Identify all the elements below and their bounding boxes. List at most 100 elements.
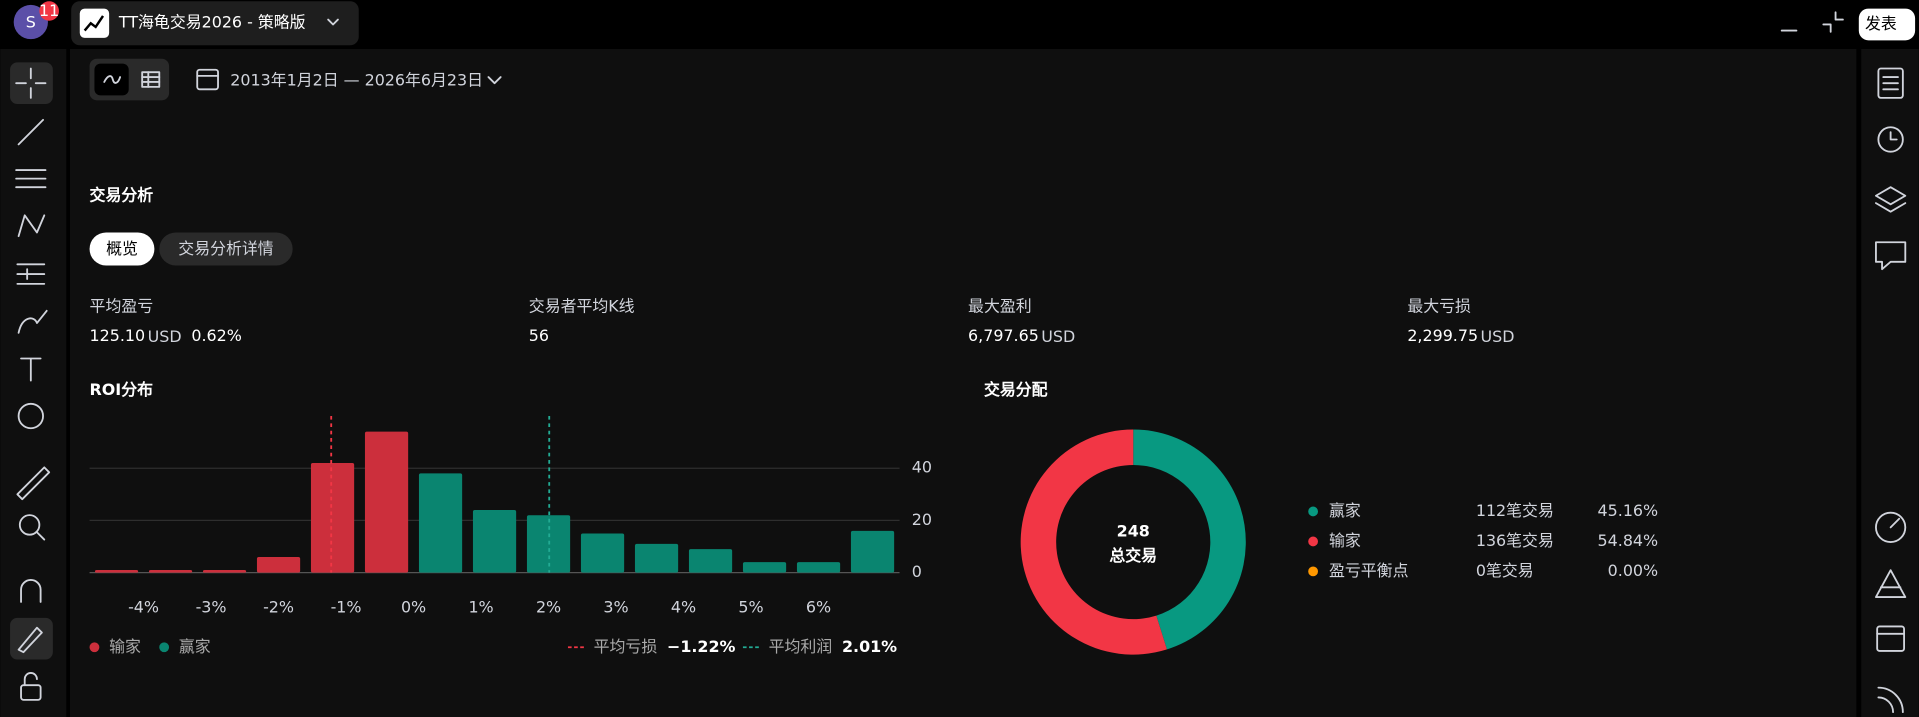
- publish-label: 发表: [1865, 14, 1897, 33]
- layers-icon[interactable]: [1875, 186, 1907, 213]
- main-panel: [69, 48, 1857, 717]
- tab-title: TT海龟交易2026 - 策略版: [118, 13, 306, 32]
- feed-icon[interactable]: [1877, 686, 1904, 714]
- legend-dot: [1308, 566, 1318, 577]
- bar: [688, 549, 733, 573]
- pattern-tool[interactable]: [17, 214, 46, 238]
- section-title: 交易分析: [90, 185, 154, 204]
- alert-icon[interactable]: [1877, 126, 1904, 153]
- fib-tool[interactable]: [15, 169, 47, 189]
- ideas-icon[interactable]: [1875, 569, 1907, 599]
- legend-label: 盈亏平衡点: [1329, 561, 1409, 580]
- y-tick-label: 20: [912, 510, 932, 529]
- reference-value: 2.01%: [842, 637, 897, 656]
- bar: [310, 462, 355, 573]
- x-tick-label: 0%: [401, 598, 426, 617]
- calendar-icon[interactable]: [196, 68, 219, 91]
- chat-icon[interactable]: [1875, 241, 1907, 271]
- tab-chevron[interactable]: [327, 18, 339, 26]
- bar: [364, 431, 409, 573]
- date-chevron[interactable]: [487, 76, 502, 85]
- date-range[interactable]: 2013年1月2日 — 2026年6月23日: [230, 70, 483, 89]
- x-tick-label: 6%: [806, 598, 831, 617]
- unlock-tool[interactable]: [20, 684, 42, 701]
- brush-tool[interactable]: [17, 309, 48, 334]
- tab-icon: [79, 8, 110, 38]
- tab-details-label: 交易分析详情: [178, 239, 273, 258]
- gauge-icon[interactable]: [1875, 511, 1907, 543]
- tab[interactable]: [71, 1, 359, 46]
- badge: [39, 1, 59, 21]
- x-tick-label: -3%: [196, 598, 227, 617]
- right-toolbar: [1861, 48, 1919, 717]
- bar: [94, 570, 139, 573]
- lock-draw-tool[interactable]: [17, 626, 43, 654]
- ruler-tool[interactable]: [16, 466, 51, 501]
- x-tick-label: 1%: [468, 598, 493, 617]
- bar: [202, 570, 247, 573]
- tab-icon-glyph: [83, 15, 105, 32]
- legend-percent: 54.84%: [1598, 531, 1659, 550]
- avatar[interactable]: [13, 4, 48, 40]
- donut-slice: [1133, 429, 1246, 650]
- donut-total-label: 总交易: [1109, 546, 1157, 565]
- stat-value: 125.10: [90, 326, 146, 345]
- emoji-tool[interactable]: [17, 402, 44, 430]
- zoom-tool[interactable]: [18, 514, 41, 536]
- chart-view-button[interactable]: [94, 63, 129, 96]
- alert-hands: [1889, 131, 1898, 141]
- calendar-side-icon[interactable]: [1876, 625, 1905, 652]
- bar: [850, 530, 895, 573]
- restore[interactable]: [1822, 11, 1844, 33]
- donut-slice: [1020, 429, 1167, 655]
- legend-percent: 0.00%: [1608, 561, 1658, 580]
- unlock-shackle: [23, 672, 38, 687]
- legend-dot: [89, 642, 100, 653]
- stat-extra: 0.62%: [191, 326, 241, 345]
- tab-overview-label: 概览: [106, 239, 138, 258]
- bar: [796, 562, 841, 573]
- legend-label: 输家: [1329, 531, 1361, 550]
- gauge-needle: [1889, 517, 1901, 529]
- x-tick-label: 5%: [738, 598, 763, 617]
- table-view-button[interactable]: [141, 71, 161, 88]
- table-view-lines: [141, 71, 161, 88]
- zoom-handle: [36, 531, 46, 541]
- y-tick-label: 40: [912, 458, 932, 477]
- bar: [580, 533, 625, 573]
- crosshair-tool[interactable]: [15, 67, 47, 99]
- stat-label: 最大亏损: [1407, 297, 1471, 316]
- reference-name: 平均利润: [769, 637, 833, 656]
- magnet-tool[interactable]: [20, 579, 42, 603]
- legend-dot: [1308, 536, 1318, 547]
- watchlist-icon[interactable]: [1877, 67, 1904, 99]
- stat-value: 2,299.75: [1407, 326, 1478, 345]
- stat-value: 6,797.65: [968, 326, 1039, 345]
- legend-count: 0笔交易: [1476, 561, 1534, 580]
- chart-title: 交易分配: [984, 380, 1048, 399]
- legend-count: 112笔交易: [1476, 501, 1554, 520]
- x-tick-label: -4%: [128, 598, 159, 617]
- x-tick-label: -1%: [331, 598, 362, 617]
- bar: [742, 562, 787, 573]
- publish-button[interactable]: [1858, 8, 1916, 41]
- bar: [472, 509, 517, 573]
- legend-label: 赢家: [179, 637, 211, 656]
- bar: [418, 473, 463, 573]
- projection-tool[interactable]: [16, 263, 46, 285]
- legend-percent: 45.16%: [1598, 501, 1659, 520]
- reference-value: −1.22%: [667, 637, 736, 656]
- legend-label: 赢家: [1329, 501, 1361, 520]
- badge-count: 11: [39, 1, 59, 20]
- tab-overview[interactable]: [89, 232, 155, 266]
- avatar-letter: S: [26, 13, 36, 32]
- x-tick-label: 4%: [671, 598, 696, 617]
- left-toolbar: [0, 48, 67, 717]
- stat-label: 交易者平均K线: [529, 297, 635, 316]
- line-tool[interactable]: [17, 118, 44, 146]
- text-tool[interactable]: [20, 357, 42, 382]
- tab-details[interactable]: [159, 232, 293, 266]
- x-tick-label: 3%: [603, 598, 628, 617]
- bar: [148, 570, 193, 573]
